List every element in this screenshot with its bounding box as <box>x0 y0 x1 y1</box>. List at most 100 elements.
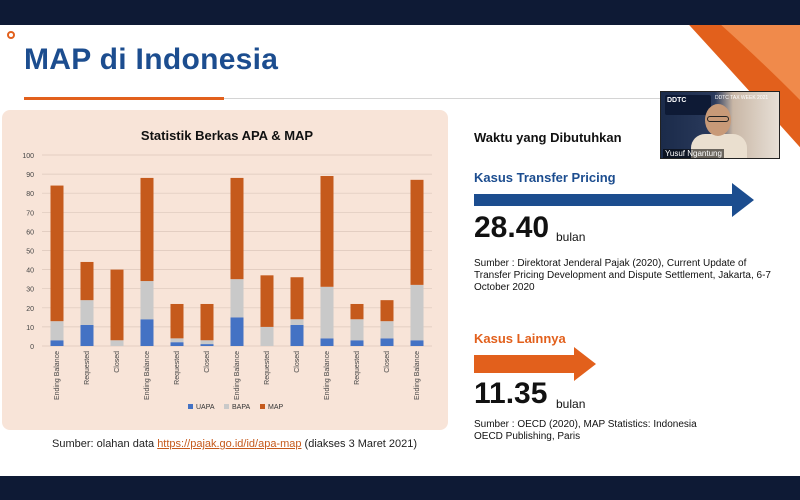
y-tick-label: 70 <box>26 210 34 217</box>
participant-video-tile[interactable]: DDTC DDTC TAX WEEK 2021 Yusuf Ngantung <box>660 91 780 159</box>
x-tick-label: Ending Balance <box>414 351 421 400</box>
bar-segment-uapa <box>320 338 334 346</box>
other-cases-label: Kasus Lainnya <box>474 331 566 346</box>
bar-segment-bapa <box>80 300 94 325</box>
x-tick-label: Ending Balance <box>234 351 241 400</box>
bar-segment-map <box>110 269 124 341</box>
x-tick-label: Closed <box>114 351 121 373</box>
participant-glasses <box>707 116 729 122</box>
bar-segment-map <box>50 185 64 322</box>
bar-segment-uapa <box>50 340 64 346</box>
transfer-pricing-value: 28.40 <box>474 211 550 244</box>
bar-segment-uapa <box>200 344 214 346</box>
video-banner: DDTC <box>665 95 711 115</box>
transfer-pricing-source: Sumber : Direktorat Jenderal Pajak (2020… <box>474 258 771 293</box>
transfer-pricing-unit: bulan <box>556 230 586 244</box>
bar-segment-map <box>140 177 154 282</box>
x-tick-label: Closed <box>204 351 211 373</box>
bar-segment-bapa <box>260 326 274 346</box>
presentation-slide: MAP di Indonesia Statistik Berkas APA & … <box>0 25 800 476</box>
bar-segment-bapa <box>320 286 334 339</box>
top-bar <box>0 0 800 25</box>
bar-segment-map <box>380 300 394 322</box>
x-tick-label: Closed <box>384 351 391 373</box>
x-tick-label: Requested <box>354 351 361 385</box>
legend-label: BAPA <box>232 404 250 411</box>
y-tick-label: 90 <box>26 172 34 179</box>
recording-indicator-icon <box>7 31 15 39</box>
bar-segment-bapa <box>110 340 124 346</box>
bar-segment-uapa <box>290 324 304 346</box>
legend-label: MAP <box>268 404 284 411</box>
bar-segment-bapa <box>50 321 64 341</box>
source-prefix: Sumber: olahan data <box>52 438 158 450</box>
y-tick-label: 60 <box>26 229 34 236</box>
bar-segment-bapa <box>290 319 304 325</box>
source-suffix: (diakses 3 Maret 2021) <box>301 438 418 450</box>
bar-segment-map <box>410 179 424 285</box>
other-cases-source: Sumber : OECD (2020), MAP Statistics: In… <box>474 419 774 443</box>
x-axis-labels: Ending Balance Requested Closed Ending Bala… <box>54 351 421 400</box>
other-cases-unit: bulan <box>556 397 586 411</box>
bar-segment-bapa <box>230 279 244 318</box>
legend-swatch <box>260 404 265 409</box>
bar-segment-uapa <box>380 338 394 346</box>
bar-segment-bapa <box>140 281 154 320</box>
y-tick-label: 100 <box>22 153 34 160</box>
source-link[interactable]: https://pajak.go.id/id/apa-map <box>157 438 302 450</box>
y-tick-label: 30 <box>26 287 34 294</box>
other-source-line-2: OECD Publishing, Paris <box>474 431 581 442</box>
bar-segment-map <box>170 303 184 339</box>
y-tick-label: 10 <box>26 325 34 332</box>
orange-swoosh-decoration <box>689 25 800 148</box>
bar-segment-bapa <box>170 338 184 343</box>
bar-segment-bapa <box>380 321 394 339</box>
y-tick-label: 0 <box>30 344 34 351</box>
chart-source-note: Sumber: olahan data https://pajak.go.id/… <box>52 438 417 450</box>
title-divider <box>224 98 664 99</box>
bottom-bar <box>0 476 800 500</box>
bar-segment-map <box>230 177 244 280</box>
y-tick-label: 40 <box>26 268 34 275</box>
bar-segment-uapa <box>230 317 244 346</box>
y-tick-label: 20 <box>26 306 34 313</box>
x-tick-label: Ending Balance <box>324 351 331 400</box>
bar-segment-map <box>260 275 274 327</box>
bar-segment-bapa <box>410 284 424 341</box>
other-cases-value: 11.35 <box>474 377 548 410</box>
title-underline <box>24 97 224 100</box>
bar-segment-bapa <box>350 319 364 341</box>
transfer-pricing-label: Kasus Transfer Pricing <box>474 170 616 185</box>
x-tick-label: Requested <box>264 351 271 385</box>
other-source-line-1: Sumber : OECD (2020), MAP Statistics: In… <box>474 419 697 430</box>
duration-heading: Waktu yang Dibutuhkan <box>474 130 622 145</box>
slide-title: MAP di Indonesia <box>24 43 279 76</box>
y-tick-label: 50 <box>26 249 34 256</box>
legend-swatch <box>224 404 229 409</box>
bar-segment-uapa <box>410 340 424 346</box>
chart-title: Statistik Berkas APA & MAP <box>141 128 314 143</box>
bar-segment-uapa <box>170 342 184 346</box>
x-tick-label: Closed <box>294 351 301 373</box>
chart-bars <box>50 176 424 346</box>
x-tick-label: Requested <box>174 351 181 385</box>
y-tick-label: 80 <box>26 191 34 198</box>
chart-legend: UAPA BAPA MAP <box>188 404 284 411</box>
bar-segment-map <box>80 261 94 301</box>
y-axis-ticks: 0 10 20 30 40 50 60 70 80 90 100 <box>22 153 34 351</box>
ddtc-logo: DDTC <box>667 97 687 104</box>
participant-name: Yusuf Ngantung <box>663 149 724 158</box>
bar-segment-map <box>320 176 334 287</box>
other-cases-arrow <box>474 347 596 381</box>
bar-segment-bapa <box>200 340 214 345</box>
bar-segment-map <box>200 303 214 341</box>
bar-segment-uapa <box>80 324 94 346</box>
stacked-bar-chart: Statistik Berkas APA & MAP 0 10 20 30 40 50 60… <box>22 128 432 411</box>
bar-segment-uapa <box>350 340 364 346</box>
transfer-pricing-arrow <box>474 183 754 217</box>
chart-card: Statistik Berkas APA & MAP 0 10 20 30 40 50 60… <box>2 110 448 430</box>
video-banner-text: DDTC TAX WEEK 2021 <box>715 95 769 101</box>
bar-segment-map <box>350 303 364 320</box>
legend-swatch <box>188 404 193 409</box>
x-tick-label: Ending Balance <box>144 351 151 400</box>
